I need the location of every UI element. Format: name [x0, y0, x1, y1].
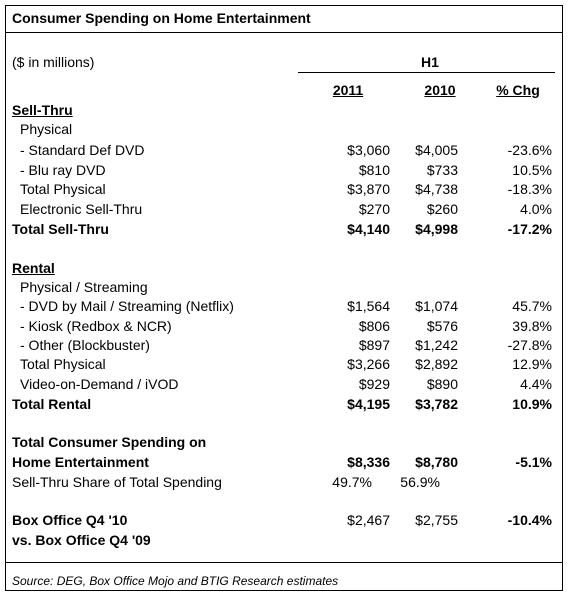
cell-value: -10.4% [507, 512, 552, 528]
cell-value: $1,074 [415, 298, 458, 314]
row-label: Home Entertainment [12, 454, 149, 470]
cell-value: $897 [358, 337, 390, 353]
cell-value: $3,060 [347, 142, 390, 158]
cell-value: 49.7% [332, 474, 372, 490]
table-frame [5, 5, 563, 591]
row-label: Total Rental [12, 396, 92, 412]
row-label: vs. Box Office Q4 '09 [12, 532, 151, 548]
cell-value: $8,780 [415, 454, 458, 470]
cell-value: 4.0% [520, 201, 552, 217]
cell-value: -27.8% [507, 337, 552, 353]
cell-value: $4,998 [415, 221, 458, 237]
cell-value: 10.9% [512, 396, 552, 412]
units: ($ in millions) [12, 54, 95, 70]
cell-value: 39.8% [512, 318, 552, 334]
footer-rule [5, 562, 563, 563]
cell-value: $260 [426, 201, 458, 217]
period-rule [298, 72, 555, 73]
row-label: Total Physical [20, 181, 106, 197]
cell-value: $4,005 [415, 142, 458, 158]
row-label: Total Consumer Spending on [12, 434, 207, 450]
column-header: 2011 [332, 82, 364, 98]
cell-value: -5.1% [515, 454, 552, 470]
column-header: 2010 [424, 82, 456, 98]
source: Source: DEG, Box Office Mojo and BTIG Re… [12, 574, 339, 588]
row-label: Sell-Thru [12, 102, 73, 118]
row-label: - DVD by Mail / Streaming (Netflix) [20, 298, 234, 314]
row-label: - Blu ray DVD [20, 162, 106, 178]
row-label: - Other (Blockbuster) [20, 337, 150, 353]
cell-value: $810 [358, 162, 390, 178]
row-label: - Standard Def DVD [20, 142, 145, 158]
cell-value: $733 [426, 162, 458, 178]
cell-value: $2,467 [347, 512, 390, 528]
cell-value: -23.6% [507, 142, 552, 158]
cell-value: $3,266 [347, 356, 390, 372]
cell-value: $1,242 [415, 337, 458, 353]
row-label: Physical / Streaming [20, 279, 148, 295]
cell-value: 45.7% [512, 298, 552, 314]
row-label: Video-on-Demand / iVOD [20, 376, 179, 392]
row-label: Rental [12, 260, 55, 276]
cell-value: $4,140 [347, 221, 390, 237]
cell-value: $576 [426, 318, 458, 334]
row-label: Total Physical [20, 356, 106, 372]
cell-value: 56.9% [400, 474, 440, 490]
cell-value: $929 [358, 376, 390, 392]
row-label: Sell-Thru Share of Total Spending [12, 474, 222, 490]
cell-value: $4,738 [415, 181, 458, 197]
title-rule [5, 32, 563, 33]
cell-value: $1,564 [347, 298, 390, 314]
cell-value: 12.9% [512, 356, 552, 372]
row-label: - Kiosk (Redbox & NCR) [20, 318, 172, 334]
cell-value: $3,782 [415, 396, 458, 412]
column-header: % Chg [496, 82, 540, 98]
cell-value: $3,870 [347, 181, 390, 197]
period: H1 [421, 54, 439, 70]
cell-value: $890 [426, 376, 458, 392]
row-label: Total Sell-Thru [12, 221, 109, 237]
row-label: Box Office Q4 '10 [12, 512, 128, 528]
title: Consumer Spending on Home Entertainment [12, 10, 311, 26]
cell-value: -18.3% [507, 181, 552, 197]
cell-value: $2,892 [415, 356, 458, 372]
cell-value: $2,755 [415, 512, 458, 528]
row-label: Electronic Sell-Thru [20, 201, 143, 217]
cell-value: 10.5% [512, 162, 552, 178]
cell-value: -17.2% [507, 221, 552, 237]
cell-value: $806 [358, 318, 390, 334]
cell-value: 4.4% [520, 376, 552, 392]
cell-value: $4,195 [347, 396, 390, 412]
row-label: Physical [20, 121, 73, 137]
cell-value: $8,336 [347, 454, 390, 470]
cell-value: $270 [358, 201, 390, 217]
